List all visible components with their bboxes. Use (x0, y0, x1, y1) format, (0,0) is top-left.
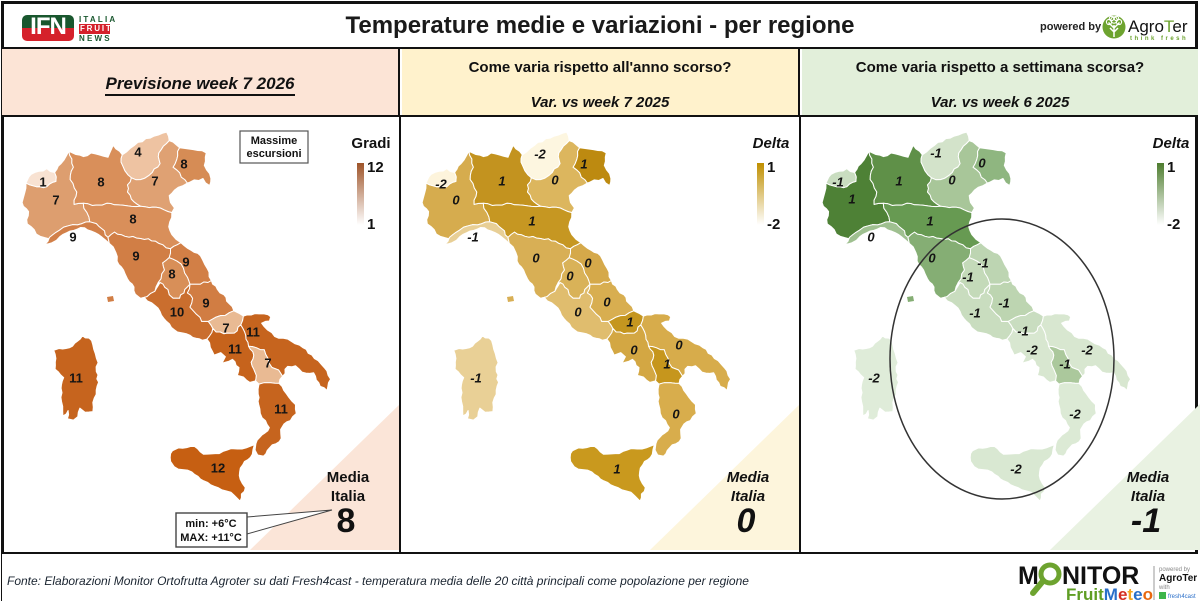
svg-text:-2: -2 (1167, 216, 1180, 233)
svg-text:MAX: +11°C: MAX: +11°C (180, 532, 242, 544)
svg-text:0: 0 (978, 155, 986, 170)
svg-text:7: 7 (52, 192, 59, 207)
svg-text:fresh4cast: fresh4cast (1168, 594, 1196, 600)
svg-text:-1: -1 (930, 145, 942, 160)
svg-text:1: 1 (498, 173, 505, 188)
svg-text:7: 7 (264, 355, 271, 370)
svg-text:NITOR: NITOR (1062, 562, 1139, 590)
svg-text:Massime: Massime (251, 135, 297, 147)
svg-text:4: 4 (134, 144, 142, 159)
svg-text:0: 0 (630, 342, 638, 357)
svg-text:-2: -2 (1010, 461, 1022, 476)
svg-text:8: 8 (337, 502, 356, 540)
svg-text:11: 11 (246, 324, 260, 339)
svg-text:8: 8 (129, 211, 136, 226)
svg-text:-2: -2 (1081, 342, 1093, 357)
svg-text:11: 11 (274, 401, 288, 416)
svg-text:-1: -1 (470, 370, 482, 385)
svg-text:9: 9 (69, 229, 76, 244)
svg-text:0: 0 (737, 502, 756, 540)
svg-text:-2: -2 (868, 370, 880, 385)
svg-text:-1: -1 (832, 174, 844, 189)
svg-text:-1: -1 (962, 269, 974, 284)
svg-text:with: with (1158, 585, 1170, 591)
svg-text:10: 10 (170, 304, 184, 319)
svg-text:-2: -2 (1069, 406, 1081, 421)
svg-text:1: 1 (626, 314, 633, 329)
svg-text:Media: Media (1127, 469, 1170, 486)
svg-text:-2: -2 (435, 176, 447, 191)
svg-text:8: 8 (180, 156, 187, 171)
svg-text:0: 0 (452, 192, 460, 207)
svg-text:Delta: Delta (1153, 135, 1190, 152)
svg-text:8: 8 (168, 266, 175, 281)
svg-text:1: 1 (926, 213, 933, 228)
svg-text:12: 12 (367, 159, 384, 176)
svg-text:1: 1 (767, 159, 775, 176)
svg-text:0: 0 (574, 304, 582, 319)
svg-text:M: M (1018, 562, 1039, 590)
svg-text:-2: -2 (534, 146, 546, 161)
svg-text:9: 9 (132, 248, 139, 263)
svg-text:1: 1 (895, 173, 902, 188)
svg-text:11: 11 (69, 370, 83, 385)
svg-text:1: 1 (580, 156, 587, 171)
svg-text:7: 7 (151, 173, 158, 188)
svg-text:0: 0 (566, 268, 574, 283)
svg-text:0: 0 (867, 229, 875, 244)
svg-text:0: 0 (672, 406, 680, 421)
svg-text:1: 1 (367, 216, 375, 233)
svg-text:0: 0 (584, 255, 592, 270)
svg-text:-1: -1 (467, 229, 479, 244)
svg-text:powered by: powered by (1159, 567, 1190, 573)
svg-text:1: 1 (613, 461, 620, 476)
svg-text:-1: -1 (998, 295, 1010, 310)
svg-text:think fresh: think fresh (1130, 36, 1188, 42)
svg-text:-2: -2 (1026, 342, 1038, 357)
svg-text:Delta: Delta (753, 135, 790, 152)
svg-text:-1: -1 (969, 305, 981, 320)
svg-text:1: 1 (663, 356, 670, 371)
svg-text:Media: Media (727, 469, 770, 486)
svg-text:11: 11 (228, 341, 242, 356)
svg-text:1: 1 (848, 191, 855, 206)
svg-text:0: 0 (603, 294, 611, 309)
svg-text:Italia: Italia (1131, 488, 1165, 505)
svg-text:-1: -1 (1131, 502, 1161, 540)
svg-text:0: 0 (928, 250, 936, 265)
svg-text:0: 0 (675, 337, 683, 352)
svg-text:7: 7 (222, 320, 229, 335)
svg-text:-2: -2 (767, 216, 780, 233)
svg-text:0: 0 (948, 172, 956, 187)
svg-text:1: 1 (39, 174, 46, 189)
svg-text:-1: -1 (1017, 323, 1029, 338)
svg-text:AgroTer: AgroTer (1128, 17, 1188, 36)
svg-text:0: 0 (551, 172, 559, 187)
svg-text:AgroTer: AgroTer (1159, 573, 1197, 584)
svg-text:12: 12 (211, 460, 225, 475)
svg-text:8: 8 (97, 174, 104, 189)
svg-text:Italia: Italia (731, 488, 765, 505)
svg-text:Media: Media (327, 469, 370, 486)
svg-text:min: +6°C: min: +6°C (185, 518, 236, 530)
svg-text:9: 9 (182, 254, 189, 269)
svg-text:Italia: Italia (331, 488, 366, 505)
svg-text:1: 1 (1167, 159, 1175, 176)
svg-text:escursioni: escursioni (246, 148, 301, 160)
svg-text:9: 9 (202, 295, 209, 310)
svg-text:1: 1 (528, 213, 535, 228)
svg-text:Gradi: Gradi (351, 135, 390, 152)
svg-text:0: 0 (532, 250, 540, 265)
svg-text:-1: -1 (977, 255, 989, 270)
svg-text:FruitMeteo: FruitMeteo (1066, 585, 1153, 602)
svg-text:-1: -1 (1059, 356, 1071, 371)
